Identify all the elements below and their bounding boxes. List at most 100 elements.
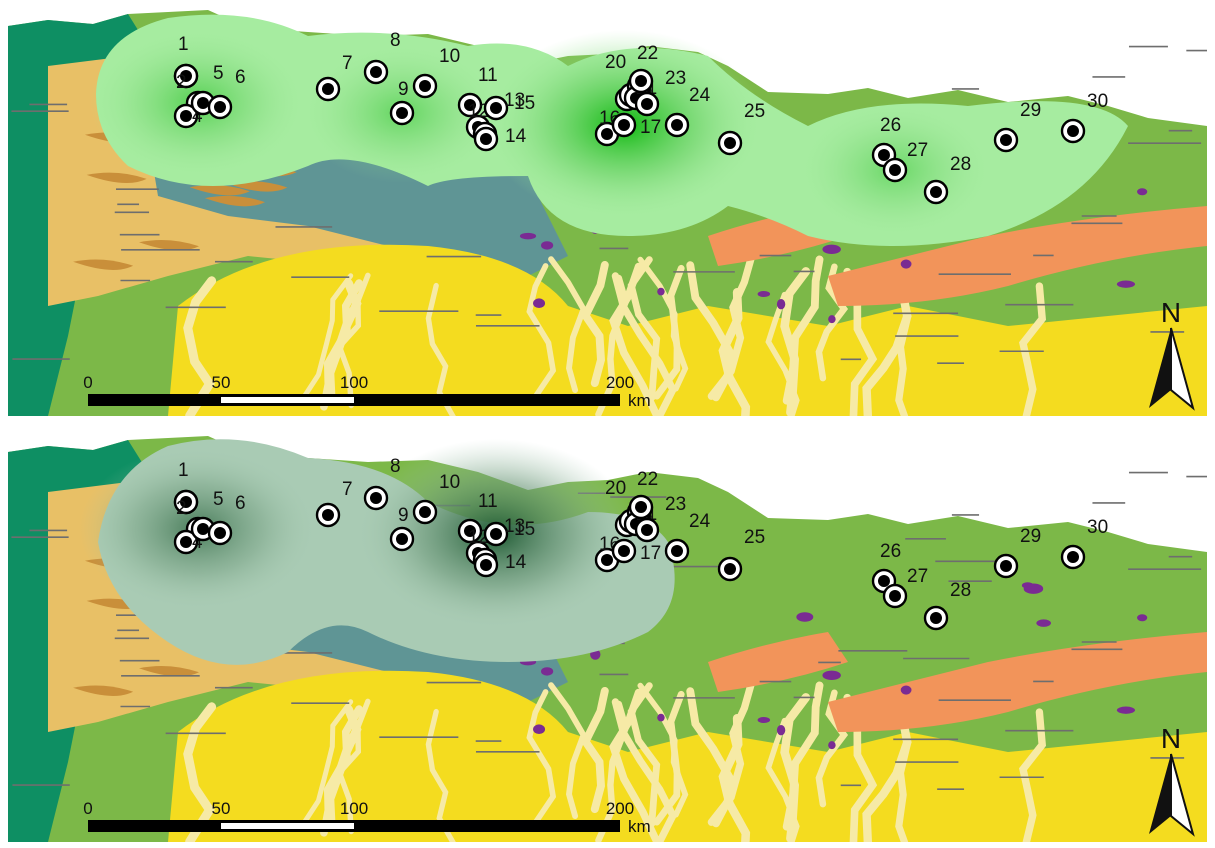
site-dot xyxy=(180,496,192,508)
site-dot xyxy=(180,536,192,548)
site-marker[interactable]: 17 xyxy=(611,538,661,564)
site-marker[interactable]: 8 xyxy=(363,456,401,511)
site-dot xyxy=(480,133,492,145)
site-dot xyxy=(1000,560,1012,572)
site-marker[interactable]: 4 xyxy=(173,103,203,129)
site-dot xyxy=(671,119,683,131)
site-label: 26 xyxy=(880,115,901,136)
site-marker[interactable]: 29 xyxy=(993,100,1041,153)
site-marker[interactable]: 4 xyxy=(173,529,203,555)
site-label: 5 xyxy=(213,489,224,510)
site-label: 14 xyxy=(505,552,527,573)
unit-cream-channel xyxy=(580,686,609,814)
site-label: 22 xyxy=(637,43,658,64)
site-marker[interactable]: 11 xyxy=(457,65,498,118)
site-marker[interactable]: 8 xyxy=(363,30,401,85)
unit-cream-channel xyxy=(780,693,811,842)
site-marker[interactable]: 9 xyxy=(389,79,415,126)
site-label: 2 xyxy=(176,72,187,93)
site-marker[interactable]: 17 xyxy=(611,112,661,138)
site-marker[interactable]: 24 xyxy=(664,85,711,138)
site-dot xyxy=(878,149,890,161)
site-marker[interactable]: 6 xyxy=(207,67,246,120)
unit-cream-channel xyxy=(526,263,557,400)
site-marker[interactable]: 23 xyxy=(634,494,686,543)
north-arrow-right xyxy=(1170,753,1195,837)
site-label: 9 xyxy=(398,79,409,100)
site-marker[interactable]: 11 xyxy=(457,491,498,544)
site-marker[interactable]: 10 xyxy=(412,472,460,525)
unit-purple-speck xyxy=(776,298,786,310)
unit-brown-streak xyxy=(73,259,134,270)
site-marker[interactable]: 27 xyxy=(882,140,928,183)
site-marker[interactable]: 23 xyxy=(634,68,686,117)
scale-tick-label: 100 xyxy=(340,373,368,392)
unit-cream-channel xyxy=(301,273,354,400)
unit-yellow-south xyxy=(168,670,1207,842)
site-dot xyxy=(490,102,502,114)
site-marker[interactable]: 15 xyxy=(473,93,535,152)
north-arrow-left xyxy=(1149,328,1171,408)
site-marker[interactable]: 13 xyxy=(483,516,525,547)
unit-cream-channel xyxy=(580,260,609,388)
site-label: 12 xyxy=(468,101,489,122)
site-marker[interactable]: 29 xyxy=(993,526,1041,579)
site-marker[interactable]: 7 xyxy=(315,53,353,102)
site-label: 1 xyxy=(178,460,189,481)
site-dot xyxy=(214,101,226,113)
site-marker[interactable]: 10 xyxy=(412,46,460,99)
site-label: 8 xyxy=(390,456,401,477)
site-marker[interactable]: 25 xyxy=(717,527,765,582)
unit-cream-channel xyxy=(653,264,685,400)
site-marker[interactable]: 6 xyxy=(207,493,246,546)
site-label: 30 xyxy=(1087,91,1108,112)
site-marker[interactable]: 15 xyxy=(473,519,535,578)
site-dot xyxy=(322,83,334,95)
site-marker[interactable]: 30 xyxy=(1060,517,1108,570)
site-label: 10 xyxy=(439,46,460,67)
site-dot xyxy=(370,66,382,78)
site-marker[interactable]: 9 xyxy=(389,505,415,552)
unit-purple-speck xyxy=(776,724,786,736)
site-label: 9 xyxy=(398,505,409,526)
site-dot xyxy=(396,107,408,119)
unit-purple-speck xyxy=(822,244,841,255)
unit-purple-speck xyxy=(1116,706,1136,714)
site-label: 7 xyxy=(342,479,353,500)
site-marker[interactable]: 7 xyxy=(315,479,353,528)
north-arrow: N xyxy=(1149,297,1195,411)
unit-purple-speck xyxy=(657,287,665,296)
site-dot xyxy=(464,99,476,111)
site-marker[interactable]: 27 xyxy=(882,566,928,609)
unit-cream-channel xyxy=(611,698,677,842)
site-label: 5 xyxy=(213,63,224,84)
sites-layer: 1234567891011121314151617181920212223242… xyxy=(173,456,1108,631)
unit-cream-channel xyxy=(301,699,354,826)
unit-cream-channel xyxy=(609,688,661,842)
site-dot xyxy=(889,590,901,602)
site-label: 24 xyxy=(689,85,711,106)
site-marker[interactable]: 2 xyxy=(173,489,199,519)
site-dot xyxy=(464,525,476,537)
site-dot xyxy=(370,492,382,504)
site-marker[interactable]: 24 xyxy=(664,511,711,564)
unit-purple-speck xyxy=(1137,614,1148,622)
unit-cream-channel xyxy=(325,278,362,405)
site-dot xyxy=(214,527,226,539)
site-dot xyxy=(419,506,431,518)
site-marker[interactable]: 22 xyxy=(628,43,658,94)
site-marker[interactable]: 30 xyxy=(1060,91,1108,144)
site-marker[interactable]: 28 xyxy=(923,580,971,631)
site-marker[interactable]: 13 xyxy=(483,90,525,121)
site-marker[interactable]: 28 xyxy=(923,154,971,205)
site-label: 25 xyxy=(744,527,765,548)
scale-tick-label: 0 xyxy=(83,799,92,818)
site-dot xyxy=(180,110,192,122)
site-marker[interactable]: 25 xyxy=(717,101,765,156)
site-label: 14 xyxy=(505,126,527,147)
site-marker[interactable]: 2 xyxy=(173,63,199,93)
scale-bar-white xyxy=(221,823,354,829)
site-marker[interactable]: 22 xyxy=(628,469,658,520)
site-dot xyxy=(197,523,209,535)
unit-cream-channel xyxy=(1019,282,1047,416)
